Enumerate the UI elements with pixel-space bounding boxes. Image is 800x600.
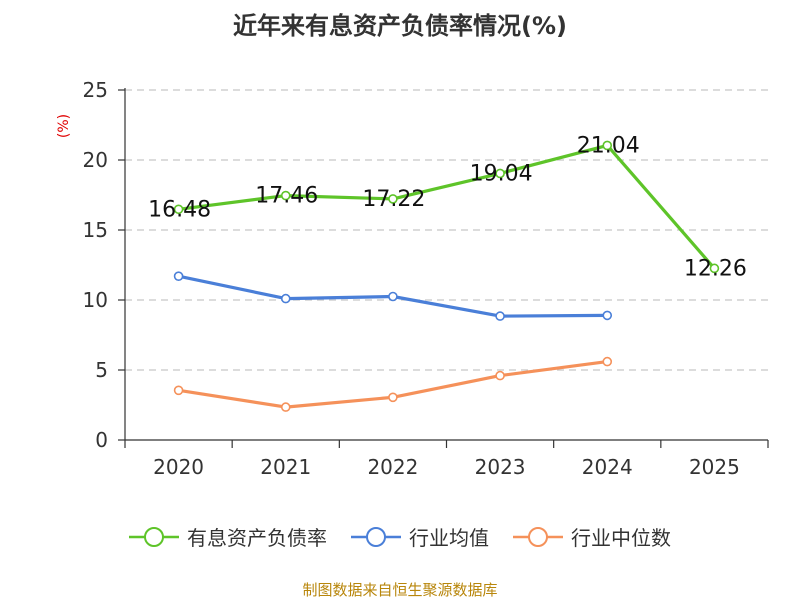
data-point (280, 190, 291, 201)
x-tick-label: 2025 (689, 455, 740, 479)
data-point (388, 291, 398, 302)
chart-title: 近年来有息资产负债率情况(%) (233, 12, 567, 40)
data-point (388, 392, 398, 403)
legend: 有息资产负债率 行业均值 行业中位数 (0, 522, 800, 551)
legend-marker-icon (513, 526, 563, 547)
data-label: 12.26 (684, 256, 747, 281)
legend-marker-icon (351, 526, 401, 547)
data-point (173, 271, 184, 282)
data-point (388, 194, 398, 204)
data-label: 21.04 (577, 133, 640, 158)
data-label: 19.04 (470, 161, 533, 186)
y-tick-label: 15 (83, 218, 108, 242)
data-labels: 16.48 17.46 17.22 19.04 21.04 12.26 (148, 133, 747, 281)
data-point (280, 293, 291, 304)
data-point (602, 310, 613, 321)
series (173, 140, 720, 412)
series-line-0 (178, 143, 716, 270)
data-point (495, 370, 505, 381)
x-tick-label: 2024 (582, 455, 633, 479)
y-axis-label: (%) (56, 114, 72, 138)
x-tick-label: 2022 (367, 455, 418, 479)
y-tick-label: 5 (95, 358, 108, 382)
legend-item-industry-median[interactable]: 行业中位数 (513, 522, 671, 551)
y-tick-label: 20 (83, 148, 108, 172)
x-tick-label: 2021 (260, 455, 311, 479)
data-point (173, 204, 184, 215)
data-label: 16.48 (148, 197, 211, 222)
data-label: 17.22 (362, 187, 425, 212)
data-point (602, 140, 613, 151)
data-label: 17.46 (255, 184, 318, 209)
data-point (495, 311, 505, 321)
y-tick-label: 0 (95, 428, 108, 452)
data-point (173, 385, 184, 396)
data-point (602, 356, 613, 367)
data-point (709, 263, 720, 274)
legend-item-industry-mean[interactable]: 行业均值 (351, 522, 489, 551)
legend-marker-icon (129, 526, 179, 547)
y-tick-label: 25 (83, 78, 108, 102)
data-point (495, 168, 505, 179)
legend-item-debt-ratio[interactable]: 有息资产负债率 (129, 522, 327, 551)
x-tick-label: 2023 (475, 455, 526, 479)
data-point (280, 402, 291, 412)
legend-label: 行业中位数 (571, 526, 671, 550)
x-tick-label: 2020 (153, 455, 204, 479)
legend-label: 有息资产负债率 (187, 526, 327, 550)
source-note: 制图数据来自恒生聚源数据库 (302, 581, 498, 599)
grid-lines (125, 89, 768, 371)
y-tick-label: 10 (83, 288, 108, 312)
legend-label: 行业均值 (409, 526, 489, 550)
